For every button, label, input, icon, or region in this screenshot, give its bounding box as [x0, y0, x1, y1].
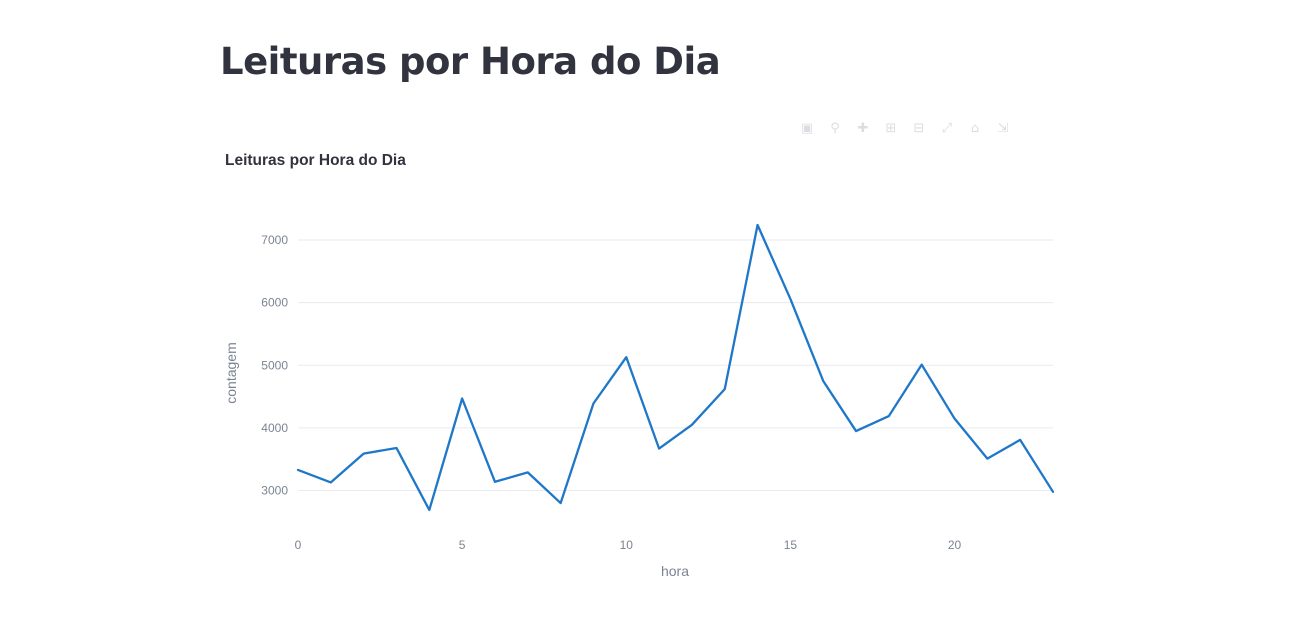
data-point[interactable]: [655, 445, 663, 453]
data-point[interactable]: [885, 412, 893, 420]
data-point[interactable]: [688, 421, 696, 429]
y-tick-label: 7000: [261, 233, 288, 247]
data-point[interactable]: [754, 221, 762, 229]
data-point[interactable]: [491, 478, 499, 486]
y-axis-ticks: 3000 4000 5000 6000 7000: [261, 233, 288, 498]
data-point[interactable]: [557, 499, 565, 507]
x-tick-label: 0: [295, 538, 302, 552]
data-point[interactable]: [819, 377, 827, 385]
data-point[interactable]: [1049, 488, 1057, 496]
x-axis-ticks: 0 5 10 15 20: [295, 538, 962, 552]
y-tick-label: 6000: [261, 296, 288, 310]
chart-title: Leituras por Hora do Dia: [225, 152, 406, 169]
data-point[interactable]: [852, 427, 860, 435]
data-point[interactable]: [721, 385, 729, 393]
data-point[interactable]: [786, 295, 794, 303]
data-point[interactable]: [983, 455, 991, 463]
series-layer: [294, 221, 1057, 514]
x-tick-label: 15: [784, 538, 798, 552]
y-tick-label: 4000: [261, 421, 288, 435]
data-point[interactable]: [294, 466, 302, 474]
data-point[interactable]: [918, 361, 926, 369]
x-tick-label: 10: [620, 538, 634, 552]
series-line[interactable]: [298, 225, 1053, 510]
grid-lines: [298, 240, 1053, 491]
data-point[interactable]: [327, 478, 335, 486]
x-axis-label: hora: [661, 563, 689, 579]
y-tick-label: 5000: [261, 358, 288, 372]
data-point[interactable]: [524, 468, 532, 476]
data-point[interactable]: [622, 353, 630, 361]
data-point[interactable]: [951, 415, 959, 423]
data-point[interactable]: [458, 394, 466, 402]
data-point[interactable]: [589, 400, 597, 408]
data-point[interactable]: [360, 450, 368, 458]
x-tick-label: 5: [459, 538, 466, 552]
data-point[interactable]: [425, 506, 433, 514]
y-tick-label: 3000: [261, 484, 288, 498]
y-axis-label: contagem: [223, 342, 239, 403]
data-point[interactable]: [392, 444, 400, 452]
data-point[interactable]: [1016, 436, 1024, 444]
x-tick-label: 20: [948, 538, 962, 552]
